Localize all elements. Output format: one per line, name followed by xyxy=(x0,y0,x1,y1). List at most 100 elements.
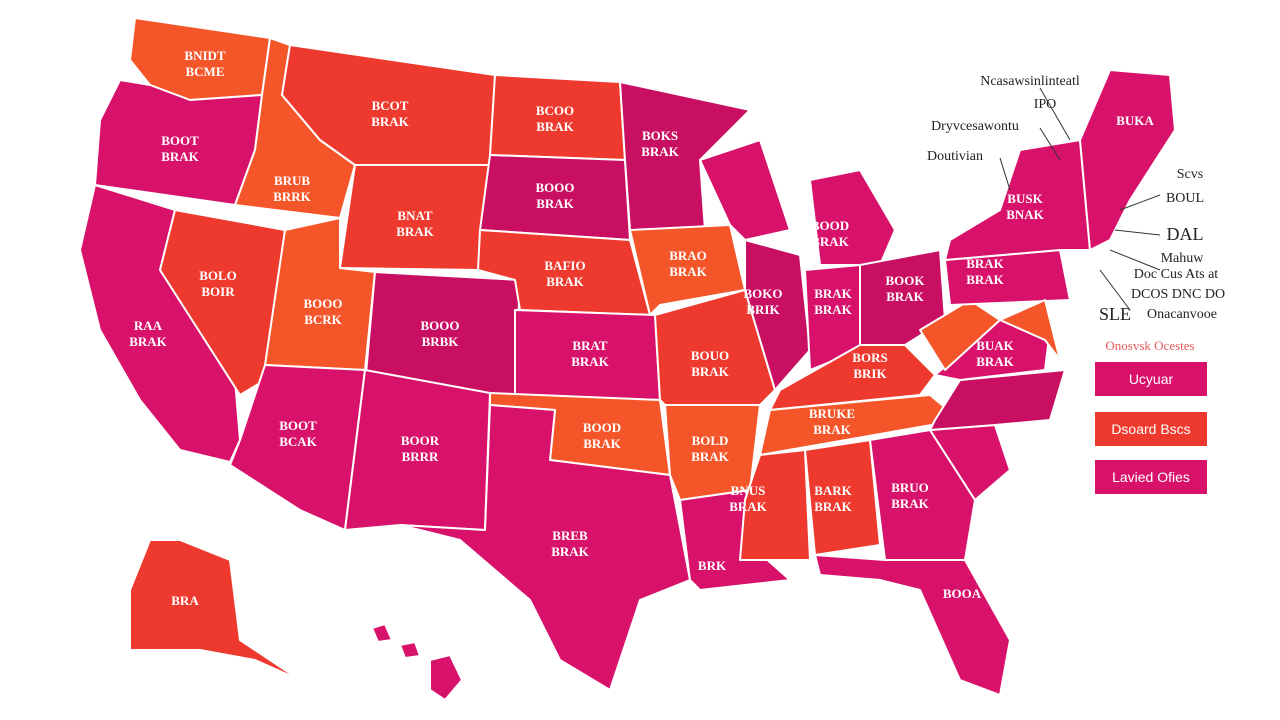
state-label: BNAT xyxy=(397,208,432,223)
state-label: RAA xyxy=(134,318,163,333)
state xyxy=(159,209,286,396)
state-label: BRAK xyxy=(886,289,924,304)
state xyxy=(1079,69,1176,251)
state-label: BRAK xyxy=(691,449,729,464)
legend-title: Onosvsk Ocestes xyxy=(1105,338,1194,353)
state-label: BNIDT xyxy=(184,48,226,63)
annotation: DCOS DNC DO xyxy=(1131,287,1225,302)
state-label: BRAK xyxy=(814,499,852,514)
state-label: BOOR xyxy=(401,433,440,448)
state-label: BOLD xyxy=(692,433,729,448)
state-label: BRAK xyxy=(641,144,679,159)
state-label: BRRR xyxy=(402,449,439,464)
state-label: BRAK xyxy=(891,496,929,511)
state-label: BRAK xyxy=(811,234,849,249)
state xyxy=(744,239,811,391)
state xyxy=(999,299,1061,361)
annotation: SLE xyxy=(1099,304,1131,324)
state-label: BUSK xyxy=(1007,191,1043,206)
state-label: SADOO xyxy=(360,656,406,671)
state xyxy=(869,429,976,561)
state-label: BRAK xyxy=(813,422,851,437)
state-labels: BNIDTBCMEBOOTBRAKRAABRAKBRUBBRRKBOLOBOIR… xyxy=(129,48,1154,687)
legend: Onosvsk Ocestes Ucyuar Dsoard Bscs Lavie… xyxy=(1095,338,1207,494)
state-label: BRAK xyxy=(396,224,434,239)
state xyxy=(399,404,691,691)
state xyxy=(429,654,463,701)
state xyxy=(739,449,811,561)
state-label: BRAK xyxy=(536,119,574,134)
state-label: BRAK xyxy=(691,364,729,379)
state-label: BRAK xyxy=(536,196,574,211)
annotation: Doc Cus Ats at xyxy=(1134,267,1219,282)
state-label: BUKA xyxy=(1116,113,1154,128)
state-label: BOOA xyxy=(943,586,982,601)
state-label: BRAK xyxy=(814,302,852,317)
state-label: BRAK xyxy=(546,274,584,289)
state-label: BOOD xyxy=(811,218,849,233)
state-label: BRA xyxy=(171,593,199,608)
state-label: BOOT xyxy=(279,418,317,433)
state-label: BOOO xyxy=(535,180,574,195)
state-label: BOLO xyxy=(199,268,237,283)
legend-swatch xyxy=(1095,460,1207,494)
state-label: BRAO xyxy=(669,248,707,263)
state-label: BRAK xyxy=(161,149,199,164)
state xyxy=(629,224,746,316)
state-label: BRUKE xyxy=(809,406,855,421)
legend-label: Ucyuar xyxy=(1129,371,1174,387)
state-label: BUAK xyxy=(976,338,1014,353)
state-label: BRAK xyxy=(814,286,852,301)
annotation: Scvs xyxy=(1177,167,1203,182)
state-label: BNAK xyxy=(1006,207,1044,222)
state xyxy=(399,641,421,659)
state xyxy=(129,539,301,681)
state-label: BRAK xyxy=(729,499,767,514)
state-label: BRIK xyxy=(746,302,780,317)
legend-label: Dsoard Bscs xyxy=(1111,421,1190,437)
states xyxy=(79,17,1176,701)
state xyxy=(809,169,896,266)
state-label: BCME xyxy=(186,64,225,79)
annotation: Ncasawsinlinteatl xyxy=(980,74,1080,89)
annotation: Dryvcesawontu xyxy=(931,119,1019,134)
state-label: BOIR xyxy=(201,284,235,299)
state-label: BORS xyxy=(852,350,887,365)
state-label: BRUB xyxy=(274,173,310,188)
state xyxy=(699,139,791,241)
state-label: BCAK xyxy=(279,434,317,449)
state-label: BRAK xyxy=(551,544,589,559)
annotation: BOUL xyxy=(1166,191,1204,206)
state-label: BRAK xyxy=(966,272,1004,287)
state-label: BRAK xyxy=(583,436,621,451)
state-label: BRAT xyxy=(572,338,607,353)
state-label: BCRK xyxy=(304,312,342,327)
state-label: BOOO xyxy=(420,318,459,333)
state-label: BLK xyxy=(369,672,397,687)
state xyxy=(814,554,1011,696)
state-label: BOOT xyxy=(161,133,199,148)
state-label: BRAK xyxy=(669,264,707,279)
state-label: BOKO xyxy=(743,286,782,301)
state-label: BARK xyxy=(814,483,852,498)
legend-label: Lavied Ofies xyxy=(1112,469,1190,485)
state-label: BRAK xyxy=(966,256,1004,271)
state-label: BOKS xyxy=(642,128,678,143)
state xyxy=(371,623,393,643)
annotation: DAL xyxy=(1167,224,1204,244)
legend-swatch xyxy=(1095,412,1207,446)
state-label: BRAK xyxy=(976,354,1014,369)
state-label: BOOK xyxy=(885,273,925,288)
legend-swatch xyxy=(1095,362,1207,396)
annotation: Onacanvooe xyxy=(1147,307,1217,322)
annotation: Mahuw xyxy=(1161,251,1205,266)
state-label: BRBK xyxy=(422,334,460,349)
state-label: BOOO xyxy=(303,296,342,311)
state xyxy=(804,439,881,556)
state-label: BOOD xyxy=(583,420,621,435)
annotation: IPO xyxy=(1034,97,1057,112)
state-label: BCOO xyxy=(536,103,574,118)
annotations: Ncasawsinlinteatl IPO Dryvcesawontu Doutivi… xyxy=(927,74,1225,324)
state-label: BRAK xyxy=(571,354,609,369)
